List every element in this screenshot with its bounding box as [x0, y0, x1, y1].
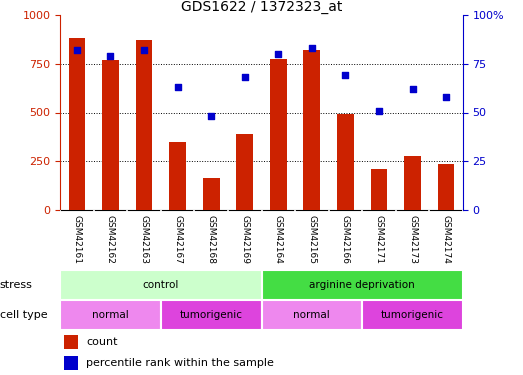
Bar: [169, 142, 186, 210]
Text: cell type: cell type: [0, 310, 48, 320]
Text: GSM42173: GSM42173: [408, 215, 417, 264]
Bar: [69, 38, 85, 210]
Text: GSM42167: GSM42167: [173, 215, 182, 264]
Text: control: control: [143, 280, 179, 290]
Bar: [438, 164, 454, 210]
Bar: [60, 300, 161, 330]
Text: GSM42166: GSM42166: [341, 215, 350, 264]
Bar: [404, 156, 421, 210]
Point: [408, 86, 417, 92]
Bar: [362, 300, 463, 330]
Bar: [64, 335, 78, 349]
Bar: [60, 270, 262, 300]
Bar: [337, 114, 354, 210]
Bar: [371, 169, 388, 210]
Bar: [262, 270, 463, 300]
Text: count: count: [86, 337, 118, 347]
Point: [375, 108, 383, 114]
Text: GSM42168: GSM42168: [207, 215, 215, 264]
Text: arginine deprivation: arginine deprivation: [309, 280, 415, 290]
Bar: [203, 178, 220, 210]
Bar: [262, 300, 362, 330]
Point: [73, 47, 81, 53]
Text: GSM42174: GSM42174: [441, 215, 451, 264]
Title: GDS1622 / 1372323_at: GDS1622 / 1372323_at: [181, 0, 342, 14]
Bar: [303, 50, 320, 210]
Bar: [236, 134, 253, 210]
Point: [106, 53, 115, 59]
Text: normal: normal: [293, 310, 330, 320]
Text: GSM42161: GSM42161: [72, 215, 82, 264]
Text: percentile rank within the sample: percentile rank within the sample: [86, 358, 274, 368]
Point: [207, 113, 215, 119]
Bar: [102, 60, 119, 210]
Text: GSM42162: GSM42162: [106, 215, 115, 264]
Point: [442, 94, 450, 100]
Text: normal: normal: [92, 310, 129, 320]
Text: GSM42169: GSM42169: [240, 215, 249, 264]
Point: [308, 45, 316, 51]
Bar: [64, 356, 78, 370]
Text: tumorigenic: tumorigenic: [180, 310, 243, 320]
Bar: [270, 59, 287, 210]
Bar: [161, 300, 262, 330]
Text: GSM42171: GSM42171: [374, 215, 383, 264]
Text: GSM42165: GSM42165: [308, 215, 316, 264]
Point: [274, 51, 282, 57]
Text: tumorigenic: tumorigenic: [381, 310, 444, 320]
Bar: [135, 40, 152, 210]
Point: [174, 84, 182, 90]
Point: [140, 47, 148, 53]
Point: [341, 72, 349, 78]
Point: [241, 74, 249, 80]
Text: stress: stress: [0, 280, 32, 290]
Text: GSM42163: GSM42163: [140, 215, 149, 264]
Text: GSM42164: GSM42164: [274, 215, 283, 264]
